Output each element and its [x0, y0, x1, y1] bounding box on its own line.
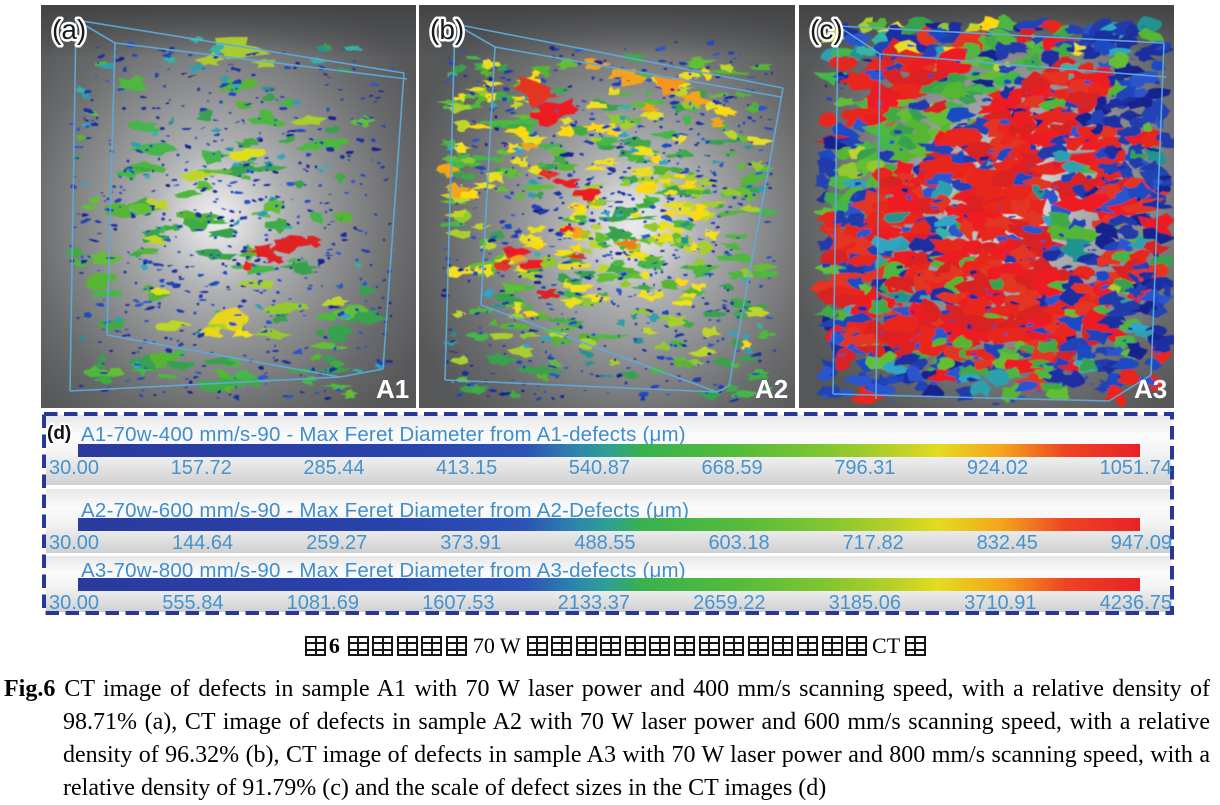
svg-text:A2: A2 [755, 374, 788, 404]
svg-text:A1: A1 [376, 374, 409, 404]
svg-text:(c): (c) [810, 14, 843, 45]
svg-text:(b): (b) [430, 14, 464, 45]
svg-text:(a): (a) [52, 14, 86, 45]
svg-text:A3: A3 [1134, 374, 1167, 404]
